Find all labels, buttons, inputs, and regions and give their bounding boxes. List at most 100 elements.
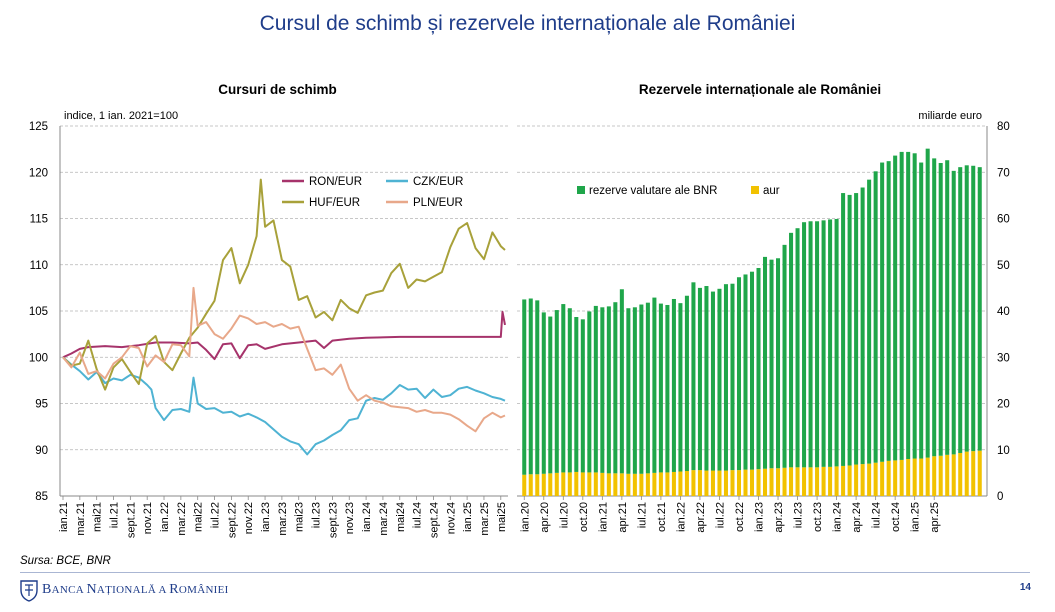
bank-name-part: ANCA	[51, 584, 87, 596]
reserves-bar-fx	[886, 161, 891, 461]
fx-x-tick-label: mai23	[294, 502, 306, 532]
fx-x-tick-label: mar.23	[277, 502, 289, 536]
reserves-bar-fx	[932, 158, 937, 457]
reserves-bar-fx	[925, 148, 930, 458]
reserves-bar-fx	[665, 304, 670, 473]
reserves-x-tick-label: iul.24	[871, 502, 883, 528]
reserves-bar-fx	[561, 304, 566, 473]
reserves-bar-gold	[736, 470, 741, 496]
reserves-bar-gold	[789, 467, 794, 496]
fx-y-tick-label: 125	[29, 121, 48, 133]
fx-legend-label: RON/EUR	[309, 176, 362, 188]
reserves-bar-fx	[671, 298, 676, 472]
fx-x-tick-label: mai21	[92, 502, 104, 532]
reserves-y-tick-label: 50	[997, 260, 1010, 272]
reserves-bar-fx	[691, 282, 696, 471]
reserves-bar-gold	[665, 472, 670, 496]
reserves-bar-gold	[580, 472, 585, 496]
reserves-bar-fx	[639, 304, 644, 474]
reserves-bar-gold	[808, 467, 813, 496]
fx-x-tick-label: sept.22	[226, 502, 238, 538]
reserves-bar-fx	[658, 303, 663, 473]
fx-y-tick-label: 105	[29, 306, 48, 318]
reserves-bar-gold	[522, 474, 527, 496]
fx-y-tick-label: 110	[30, 260, 48, 272]
reserves-bar-fx	[730, 283, 735, 471]
fx-x-tick-label: iul.22	[210, 502, 222, 528]
reserves-bar-gold	[574, 471, 579, 496]
fx-series-line-ron-eur	[62, 310, 506, 361]
reserves-bar-gold	[912, 458, 917, 496]
reserves-x-tick-label: oct.23	[812, 502, 824, 532]
fx-x-tick-label: mai22	[193, 502, 205, 532]
reserves-bar-gold	[873, 462, 878, 496]
reserves-bar-fx	[977, 167, 982, 451]
reserves-bar-gold	[971, 451, 976, 496]
reserves-bar-fx	[619, 289, 624, 474]
reserves-bar-fx	[795, 228, 800, 468]
reserves-bar-fx	[893, 155, 898, 461]
reserves-x-tick-label: iul.22	[714, 502, 726, 528]
reserves-bar-fx	[522, 299, 527, 475]
reserves-bar-gold	[893, 460, 898, 496]
reserves-bar-fx	[736, 277, 741, 471]
reserves-bar-fx	[600, 307, 605, 473]
reserves-bar-fx	[541, 312, 546, 474]
reserves-bar-fx	[938, 163, 943, 456]
fx-x-tick-label: mar.24	[378, 502, 390, 536]
bnr-coat-of-arms-icon	[20, 580, 38, 602]
reserves-bar-fx	[802, 222, 807, 468]
reserves-bar-gold	[958, 452, 963, 496]
bank-name-part: R	[169, 582, 179, 597]
reserves-bar-fx	[723, 284, 728, 471]
reserves-y-tick-label: 80	[997, 121, 1010, 133]
reserves-bar-fx	[593, 305, 598, 473]
reserves-x-tick-label: ian.22	[675, 502, 687, 532]
fx-legend-label: PLN/EUR	[413, 197, 463, 209]
fx-y-tick-label: 120	[29, 167, 48, 179]
reserves-bar-gold	[619, 473, 624, 496]
bank-name-part: AȚIONALĂ A	[96, 584, 170, 596]
fx-x-tick-label: mar.25	[479, 502, 491, 536]
reserves-bar-gold	[906, 459, 911, 496]
reserves-bar-gold	[769, 468, 774, 496]
fx-x-tick-label: ian.24	[361, 502, 373, 532]
reserves-bar-gold	[886, 460, 891, 496]
fx-x-tick-label: iul.21	[109, 502, 121, 528]
reserves-y-tick-label: 0	[997, 491, 1003, 503]
reserves-bar-gold	[710, 470, 715, 496]
reserves-bar-gold	[834, 466, 839, 496]
bank-name-part: B	[42, 582, 52, 597]
reserves-x-tick-label: iul.20	[558, 502, 570, 528]
reserves-bar-fx	[828, 219, 833, 467]
reserves-bar-gold	[749, 469, 755, 496]
reserves-bar-fx	[626, 308, 631, 474]
reserves-x-tick-label: apr.21	[617, 502, 629, 533]
reserves-bar-fx	[971, 165, 976, 452]
reserves-bar-gold	[951, 454, 956, 497]
reserves-bar-gold	[632, 473, 637, 496]
fx-x-tick-label: ian.25	[462, 502, 474, 532]
reserves-bar-fx	[763, 256, 768, 469]
reserves-x-tick-label: iul.23	[793, 502, 805, 528]
reserves-bar-gold	[828, 466, 833, 496]
reserves-bar-fx	[769, 259, 774, 469]
reserves-bar-fx	[951, 170, 956, 455]
reserves-bar-fx	[789, 232, 794, 468]
fx-x-tick-label: mai25	[496, 502, 508, 532]
reserves-bar-gold	[776, 468, 781, 496]
reserves-bar-fx	[587, 311, 592, 473]
reserves-y-tick-label: 60	[997, 214, 1010, 226]
reserves-bar-gold	[652, 472, 657, 497]
reserves-chart-unit-label: miliarde euro	[918, 110, 982, 122]
reserves-bar-fx	[613, 302, 618, 474]
reserves-bar-fx	[580, 319, 585, 473]
reserves-bar-gold	[678, 471, 683, 496]
reserves-bar-gold	[645, 473, 650, 496]
reserves-bar-fx	[841, 193, 846, 466]
fx-y-tick-label: 100	[29, 352, 48, 364]
fx-legend-label: HUF/EUR	[309, 197, 360, 209]
reserves-x-tick-label: apr.20	[539, 502, 551, 533]
reserves-bar-fx	[606, 306, 611, 474]
reserves-bar-fx	[645, 302, 650, 474]
